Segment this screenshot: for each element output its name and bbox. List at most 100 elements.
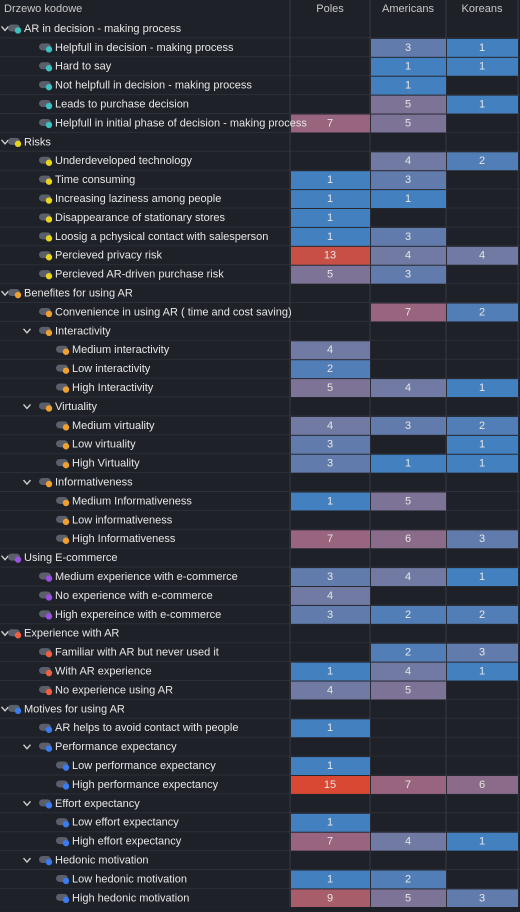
code-label[interactable]: Performance expectancy bbox=[55, 741, 177, 753]
code-label[interactable]: Informativeness bbox=[55, 476, 133, 488]
cell bbox=[371, 776, 446, 794]
cell bbox=[371, 246, 446, 265]
code-label[interactable]: Medium experience with e-commerce bbox=[55, 571, 238, 583]
cell-value: 3 bbox=[405, 174, 411, 186]
code-label[interactable]: Low effort expectancy bbox=[72, 817, 179, 829]
cell bbox=[291, 227, 370, 246]
column-header[interactable]: Koreans bbox=[462, 3, 503, 15]
code-dot bbox=[14, 632, 22, 639]
code-label[interactable]: Motives for using AR bbox=[24, 703, 125, 715]
code-label[interactable]: Effort expectancy bbox=[55, 798, 140, 810]
code-label[interactable]: Virtuality bbox=[55, 401, 97, 413]
code-label[interactable]: High effort expectancy bbox=[72, 836, 182, 848]
code-label[interactable]: Familiar with AR but never used it bbox=[55, 647, 219, 659]
cell-value: 4 bbox=[479, 250, 485, 262]
expand-chevron[interactable] bbox=[0, 706, 10, 712]
code-label[interactable]: Interactivity bbox=[55, 325, 111, 337]
code-label[interactable]: Risks bbox=[24, 136, 51, 148]
expand-chevron[interactable] bbox=[22, 744, 32, 750]
code-label[interactable]: AR helps to avoid contact with people bbox=[55, 722, 238, 734]
cell bbox=[291, 246, 370, 265]
code-dot bbox=[45, 216, 53, 223]
code-label[interactable]: No experience with e-commerce bbox=[55, 590, 213, 602]
code-label[interactable]: Low informativeness bbox=[72, 514, 173, 526]
expand-chevron[interactable] bbox=[0, 139, 10, 145]
cell-value: 1 bbox=[479, 98, 485, 110]
code-label[interactable]: Loosig a pchysical contact with salesper… bbox=[55, 231, 268, 243]
code-dot bbox=[62, 877, 70, 885]
cell-value: 7 bbox=[327, 533, 333, 545]
cell bbox=[447, 568, 518, 586]
expand-chevron[interactable] bbox=[22, 857, 32, 864]
expand-chevron[interactable] bbox=[0, 555, 10, 561]
cell-value: 1 bbox=[327, 231, 333, 243]
code-label[interactable]: Disappearance of stationary stores bbox=[55, 212, 225, 224]
code-label[interactable]: Low hedonic motivation bbox=[72, 873, 187, 885]
column-header[interactable]: Americans bbox=[382, 3, 434, 15]
cell bbox=[371, 152, 446, 171]
code-dot bbox=[14, 291, 22, 299]
code-label[interactable]: Low performance expectancy bbox=[72, 760, 216, 772]
code-label[interactable]: AR in decision - making process bbox=[24, 23, 182, 35]
code-label[interactable]: Time consuming bbox=[55, 174, 135, 186]
expand-chevron[interactable] bbox=[0, 630, 10, 637]
code-label[interactable]: Medium Informativeness bbox=[72, 495, 192, 507]
expand-chevron[interactable] bbox=[22, 479, 32, 486]
code-dot bbox=[45, 197, 53, 204]
code-label[interactable]: Hard to say bbox=[55, 61, 112, 73]
cell bbox=[371, 95, 446, 114]
cell-value: 5 bbox=[405, 684, 411, 696]
code-dot bbox=[45, 650, 53, 658]
code-dot bbox=[45, 235, 53, 242]
code-dot bbox=[14, 556, 22, 563]
cell-value: 3 bbox=[405, 231, 411, 243]
code-label[interactable]: Experience with AR bbox=[24, 628, 119, 640]
cell bbox=[371, 227, 446, 246]
expand-chevron[interactable] bbox=[0, 25, 10, 32]
column-header[interactable]: Poles bbox=[316, 3, 344, 15]
code-label[interactable]: Helpfull in initial phase of decision - … bbox=[55, 117, 307, 129]
code-label[interactable]: Not helpfull in decision - making proces… bbox=[55, 80, 252, 92]
expand-chevron[interactable] bbox=[22, 800, 32, 807]
code-label[interactable]: High Virtuality bbox=[72, 458, 140, 470]
code-label[interactable]: High Informativeness bbox=[72, 533, 176, 545]
code-label[interactable]: Convenience in using AR ( time and cost … bbox=[55, 306, 292, 318]
cell-value: 1 bbox=[405, 61, 411, 73]
code-label[interactable]: Underdeveloped technology bbox=[55, 155, 192, 167]
cell bbox=[447, 435, 518, 454]
code-label[interactable]: Helpfull in decision - making process bbox=[55, 42, 234, 54]
code-label[interactable]: Leads to purchase decision bbox=[55, 98, 189, 110]
expand-chevron[interactable] bbox=[0, 290, 10, 297]
code-label[interactable]: High hedonic motivation bbox=[72, 892, 189, 904]
code-label[interactable]: Percieved privacy risk bbox=[55, 250, 162, 262]
code-label[interactable]: Benefites for using AR bbox=[24, 287, 133, 299]
code-label[interactable]: High performance expectancy bbox=[72, 779, 219, 791]
cell bbox=[291, 605, 370, 624]
cell bbox=[371, 870, 446, 889]
code-dot bbox=[45, 178, 53, 185]
cell-value: 1 bbox=[479, 42, 485, 54]
cell bbox=[291, 209, 370, 227]
code-label[interactable]: No experience using AR bbox=[55, 684, 173, 696]
cell bbox=[371, 265, 446, 284]
cell-value: 1 bbox=[479, 382, 485, 394]
code-label[interactable]: High Interactivity bbox=[72, 382, 154, 394]
code-dot bbox=[14, 27, 22, 34]
cell bbox=[371, 530, 446, 549]
code-label[interactable]: Hedonic motivation bbox=[55, 854, 149, 866]
cell bbox=[447, 889, 518, 908]
code-label[interactable]: Using E-commerce bbox=[24, 552, 118, 564]
code-label[interactable]: Low virtuality bbox=[72, 439, 136, 451]
code-label[interactable]: Medium interactivity bbox=[72, 344, 170, 356]
cell-value: 5 bbox=[405, 117, 411, 129]
code-label[interactable]: With AR experience bbox=[55, 665, 152, 677]
code-label[interactable]: Low interactivity bbox=[72, 363, 151, 375]
expand-chevron[interactable] bbox=[22, 403, 32, 410]
code-label[interactable]: Medium virtuality bbox=[72, 420, 155, 432]
code-label[interactable]: Percieved AR-driven purchase risk bbox=[55, 269, 224, 281]
code-label[interactable]: Increasing laziness among people bbox=[55, 193, 221, 205]
cell-value: 4 bbox=[405, 571, 411, 583]
cell-value: 1 bbox=[327, 212, 333, 224]
code-label[interactable]: High expereince with e-commerce bbox=[55, 609, 221, 621]
expand-chevron[interactable] bbox=[22, 328, 32, 334]
